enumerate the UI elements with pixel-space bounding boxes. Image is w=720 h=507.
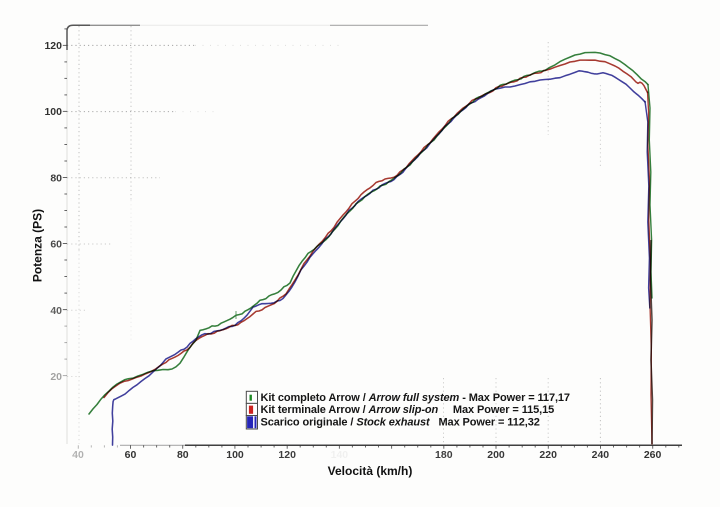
svg-text:Kit completo Arrow / Arrow ful: Kit completo Arrow / Arrow full system -… <box>261 392 570 404</box>
svg-text:40: 40 <box>72 449 84 461</box>
svg-text:60: 60 <box>50 239 62 251</box>
svg-text:240: 240 <box>592 449 610 461</box>
svg-text:100: 100 <box>44 106 62 118</box>
svg-text:Velocità (km/h): Velocità (km/h) <box>328 464 413 478</box>
svg-text:200: 200 <box>487 449 505 461</box>
svg-text:20: 20 <box>50 371 62 383</box>
svg-text:80: 80 <box>50 172 62 184</box>
svg-text:40: 40 <box>50 305 62 317</box>
svg-text:Kit terminale Arrow / Arrow sl: Kit terminale Arrow / Arrow slip-on Max … <box>261 404 555 416</box>
svg-text:80: 80 <box>177 449 189 461</box>
svg-text:140: 140 <box>331 449 349 461</box>
svg-text:Potenza (PS): Potenza (PS) <box>31 209 45 282</box>
svg-text:220: 220 <box>539 449 557 461</box>
svg-text:120: 120 <box>278 449 296 461</box>
svg-text:180: 180 <box>435 449 453 461</box>
svg-text:Scarico originale / Stock exha: Scarico originale / Stock exhaust Max Po… <box>261 417 540 429</box>
svg-text:120: 120 <box>44 40 62 52</box>
svg-text:260: 260 <box>644 449 662 461</box>
svg-text:60: 60 <box>125 449 137 461</box>
svg-text:100: 100 <box>226 449 244 461</box>
